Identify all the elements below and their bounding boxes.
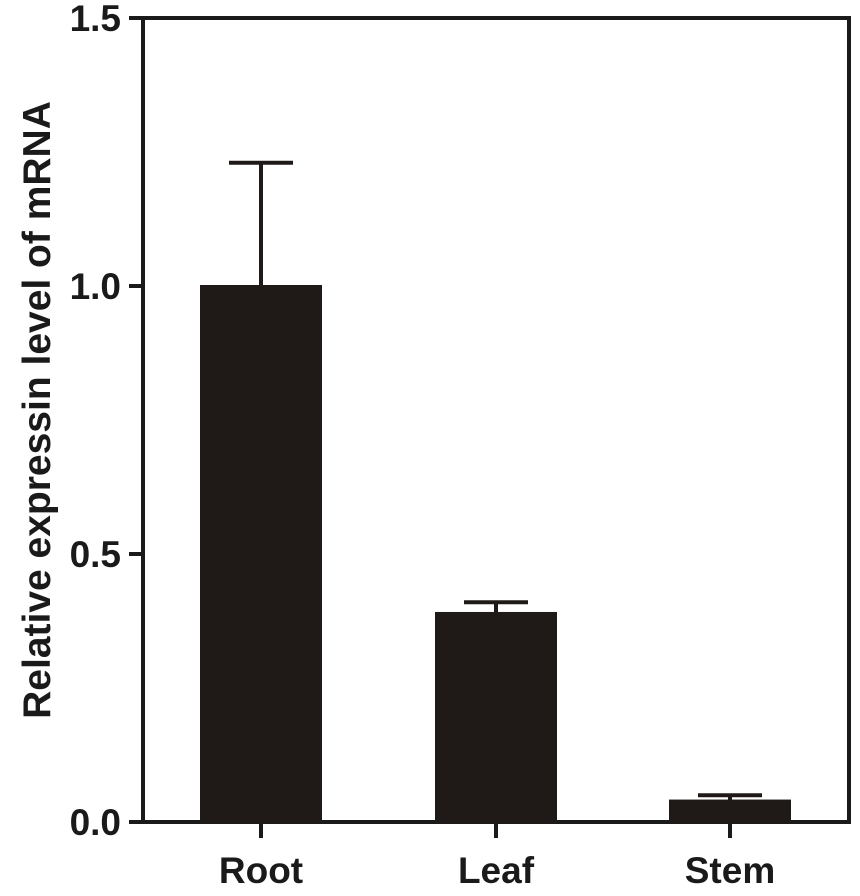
x-tick-label-leaf: Leaf [458,850,535,891]
x-axis-ticks: Root Leaf Stem [219,822,775,891]
y-axis-ticks: 0.0 0.5 1.0 1.5 [70,0,143,843]
x-tick-label-root: Root [219,850,303,891]
bar-root [200,285,322,823]
error-bars [229,160,762,801]
y-tick-label: 0.5 [70,534,121,575]
x-tick-label-stem: Stem [685,850,775,891]
bars [200,285,791,824]
y-tick-label: 0.0 [70,802,121,843]
bar-leaf [435,611,557,824]
y-tick-label: 1.0 [70,266,121,307]
y-axis-title: Relative expressin level of mRNA [16,101,59,719]
y-tick-label: 1.5 [70,0,121,39]
bar-stem [669,799,791,823]
